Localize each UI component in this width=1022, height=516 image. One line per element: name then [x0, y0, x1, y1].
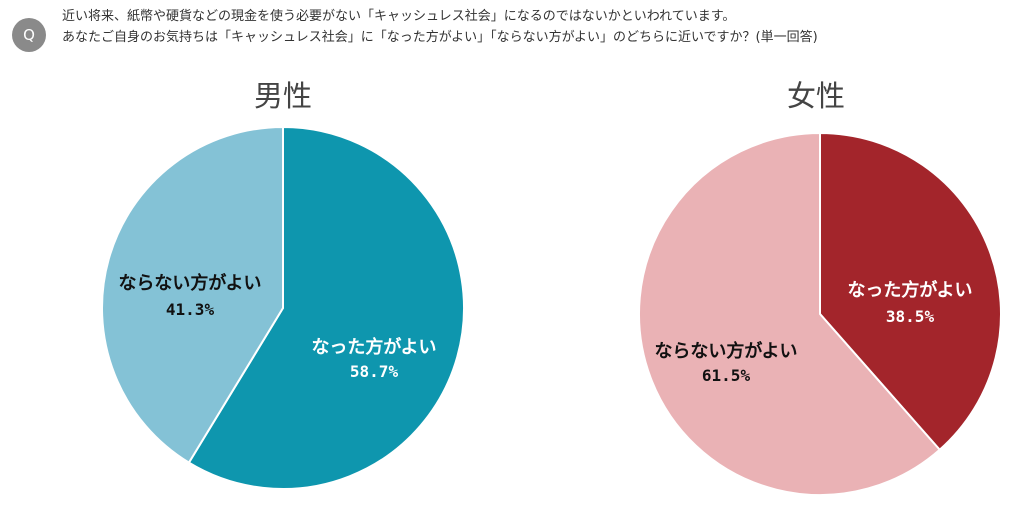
female-pie: 女性 なった方がよい 38.5% ならない方がよい 61.5% — [638, 79, 1002, 496]
female-value-no: 61.5% — [702, 366, 751, 385]
male-slice-no — [101, 125, 284, 464]
female-label-yes: なった方がよい — [847, 279, 972, 301]
male-value-no: 41.3% — [166, 300, 215, 319]
male-pie-title: 男性 — [254, 79, 312, 113]
question-line-1: 近い将来、紙幣や硬貨などの現金を使う必要がない「キャッシュレス社会」になるのでは… — [62, 9, 736, 24]
female-value-yes: 38.5% — [886, 307, 935, 326]
male-value-yes: 58.7% — [350, 362, 399, 381]
female-slice-yes — [819, 131, 1002, 452]
question-text: 近い将来、紙幣や硬貨などの現金を使う必要がない「キャッシュレス社会」になるのでは… — [62, 6, 1012, 48]
male-label-yes: なった方がよい — [311, 336, 436, 358]
question-line-2: あなたご自身のお気持ちは「キャッシュレス社会」に「なった方がよい」「ならない方が… — [62, 30, 818, 45]
male-label-no: ならない方がよい — [118, 272, 261, 294]
question-badge: Q — [12, 18, 46, 52]
female-slice-no — [638, 131, 942, 496]
male-pie: 男性 なった方がよい 58.7% ならない方がよい 41.3% — [101, 79, 465, 490]
female-pie-title: 女性 — [787, 79, 845, 113]
female-label-no: ならない方がよい — [654, 340, 797, 362]
male-slice-yes — [187, 125, 465, 490]
